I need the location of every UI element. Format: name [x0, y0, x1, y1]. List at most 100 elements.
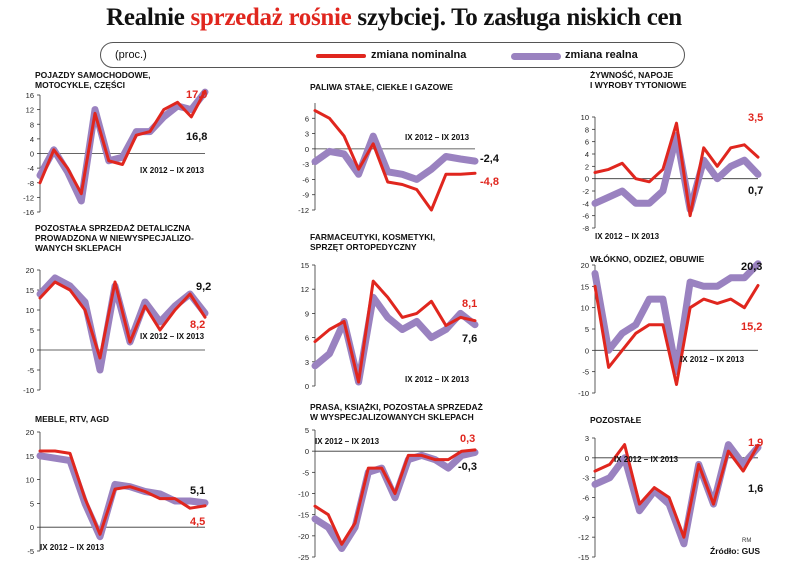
- series-line-nominal: [593, 121, 760, 218]
- y-tick-label: 12: [26, 106, 34, 115]
- legend-unit: (proc.): [115, 49, 147, 61]
- y-tick-label: 3: [585, 434, 589, 443]
- y-tick-label: 0: [30, 346, 34, 355]
- y-tick-label: 0: [305, 447, 309, 456]
- period-label: IX 2012 – IX 2013: [40, 543, 105, 552]
- end-label-real: 16,8: [186, 131, 207, 143]
- legend-nominal-label: zmiana nominalna: [371, 49, 467, 61]
- period-label: IX 2012 – IX 2013: [614, 455, 679, 464]
- page-title: Realnie sprzedaż rośnie szybciej. To zas…: [0, 4, 788, 32]
- chart-2: PALIWA STAŁE, CIEKŁE I GAZOWE -12 -9 -6 -3 0 3…: [298, 82, 500, 215]
- series-line-real: [311, 293, 479, 386]
- y-tick-label: 0: [585, 454, 589, 463]
- end-label-nominal: -4,8: [480, 176, 499, 188]
- y-tick-label: 0: [585, 175, 589, 184]
- y-tick-label: 6: [585, 138, 589, 147]
- chart-title-line: POZOSTAŁA SPRZEDAŻ DETALICZNA: [35, 223, 191, 233]
- title-part1: Realnie: [106, 4, 191, 31]
- y-tick-label: -5: [27, 547, 34, 556]
- series-line-nominal: [313, 109, 477, 212]
- y-tick-label: -10: [298, 490, 309, 499]
- end-label-nominal: 8,2: [190, 319, 205, 331]
- y-tick-label: 6: [305, 114, 309, 123]
- series-line-real: [591, 441, 762, 548]
- y-tick-label: 20: [26, 428, 34, 437]
- series-line-real: [311, 448, 479, 552]
- end-label-nominal: 15,2: [741, 321, 762, 333]
- y-tick-label: 4: [585, 150, 589, 159]
- title-highlight: sprzedaż rośnie: [190, 4, 352, 31]
- y-tick-label: -6: [302, 175, 309, 184]
- chart-title-line: FARMACEUTYKI, KOSMETYKI,: [310, 232, 435, 242]
- y-tick-label: 6: [305, 334, 309, 343]
- title-part2: szybciej. To zasługa niskich cen: [351, 4, 682, 31]
- y-tick-label: 3: [305, 130, 309, 139]
- y-tick-label: 15: [26, 286, 34, 295]
- chart-title-line: ŻYWNOŚĆ, NAPOJE: [590, 69, 673, 80]
- y-tick-label: 20: [26, 266, 34, 275]
- chart-6: WŁÓKNO, ODZIEŻ, OBUWIE -10 -5 0 5 10 15 20 IX 20…: [578, 253, 762, 398]
- y-tick-label: -15: [298, 511, 309, 520]
- y-tick-label: -6: [582, 494, 589, 503]
- y-tick-label: -2: [582, 187, 589, 196]
- chart-title-line: SPRZĘT ORTOPEDYCZNY: [310, 242, 417, 252]
- legend-real-label: zmiana realna: [565, 49, 638, 61]
- y-tick-label: -25: [298, 553, 309, 562]
- y-tick-label: 5: [30, 499, 34, 508]
- end-label-real: -2,4: [480, 153, 500, 165]
- chart-4: POZOSTAŁA SPRZEDAŻ DETALICZNAPROWADZONA …: [23, 223, 211, 395]
- y-tick-label: -16: [23, 208, 34, 217]
- period-label: IX 2012 – IX 2013: [140, 332, 205, 341]
- series-line-nominal: [38, 280, 207, 360]
- chart-1: POJAZDY SAMOCHODOWE,MOTOCYKLE, CZĘŚCI -16…: [23, 70, 209, 217]
- chart-title-line: W WYSPECJALIZOWANYCH SKLEPACH: [310, 412, 474, 422]
- y-tick-label: -15: [578, 553, 589, 562]
- y-tick-label: -9: [582, 513, 589, 522]
- legend-real-swatch: [511, 53, 561, 60]
- chart-title-line: PRASA, KSIĄŻKI, POZOSTAŁA SPRZEDAŻ: [310, 402, 483, 412]
- y-tick-label: 2: [585, 162, 589, 171]
- y-tick-label: -10: [23, 386, 34, 395]
- y-tick-label: 0: [30, 523, 34, 532]
- chart-title-line: POZOSTAŁE: [590, 415, 642, 425]
- series-line-nominal: [593, 284, 760, 386]
- end-label-nominal: 3,5: [748, 112, 763, 124]
- series-line-real: [311, 132, 479, 183]
- series-line-real: [591, 132, 762, 213]
- end-label-nominal: 8,1: [462, 298, 477, 310]
- y-tick-label: 0: [305, 382, 309, 391]
- chart-title-line: WŁÓKNO, ODZIEŻ, OBUWIE: [590, 253, 705, 264]
- period-label: IX 2012 – IX 2013: [595, 232, 660, 241]
- period-label: IX 2012 – IX 2013: [680, 355, 745, 364]
- series-line-nominal: [38, 89, 207, 196]
- y-tick-label: 0: [305, 145, 309, 154]
- y-tick-label: 20: [581, 261, 589, 270]
- end-label-nominal: 0,3: [460, 433, 475, 445]
- y-tick-label: 5: [305, 426, 309, 435]
- y-tick-label: -4: [27, 164, 34, 173]
- series-line-real: [36, 274, 209, 374]
- y-tick-label: -8: [582, 224, 589, 233]
- y-tick-label: -6: [582, 212, 589, 221]
- end-label-real: -0,3: [458, 461, 477, 473]
- y-tick-label: 10: [581, 304, 589, 313]
- chart-title-line: WANYCH SKLEPACH: [35, 243, 121, 253]
- chart-title-line: I WYROBY TYTONIOWE: [590, 80, 687, 90]
- end-label-real: 0,7: [748, 185, 763, 197]
- chart-title-line: POJAZDY SAMOCHODOWE,: [35, 70, 151, 80]
- end-label-nominal: 17,0: [186, 89, 207, 101]
- y-tick-label: -20: [298, 532, 309, 541]
- period-label: IX 2012 – IX 2013: [405, 133, 470, 142]
- y-tick-label: 4: [30, 135, 34, 144]
- end-label-real: 5,1: [190, 485, 205, 497]
- y-tick-label: -10: [578, 389, 589, 398]
- y-tick-label: 15: [301, 261, 309, 270]
- y-tick-label: -4: [582, 199, 589, 208]
- series-line-nominal: [38, 449, 207, 536]
- legend-nominal-swatch: [316, 54, 366, 58]
- y-tick-label: -5: [302, 468, 309, 477]
- series-line-real: [36, 88, 209, 205]
